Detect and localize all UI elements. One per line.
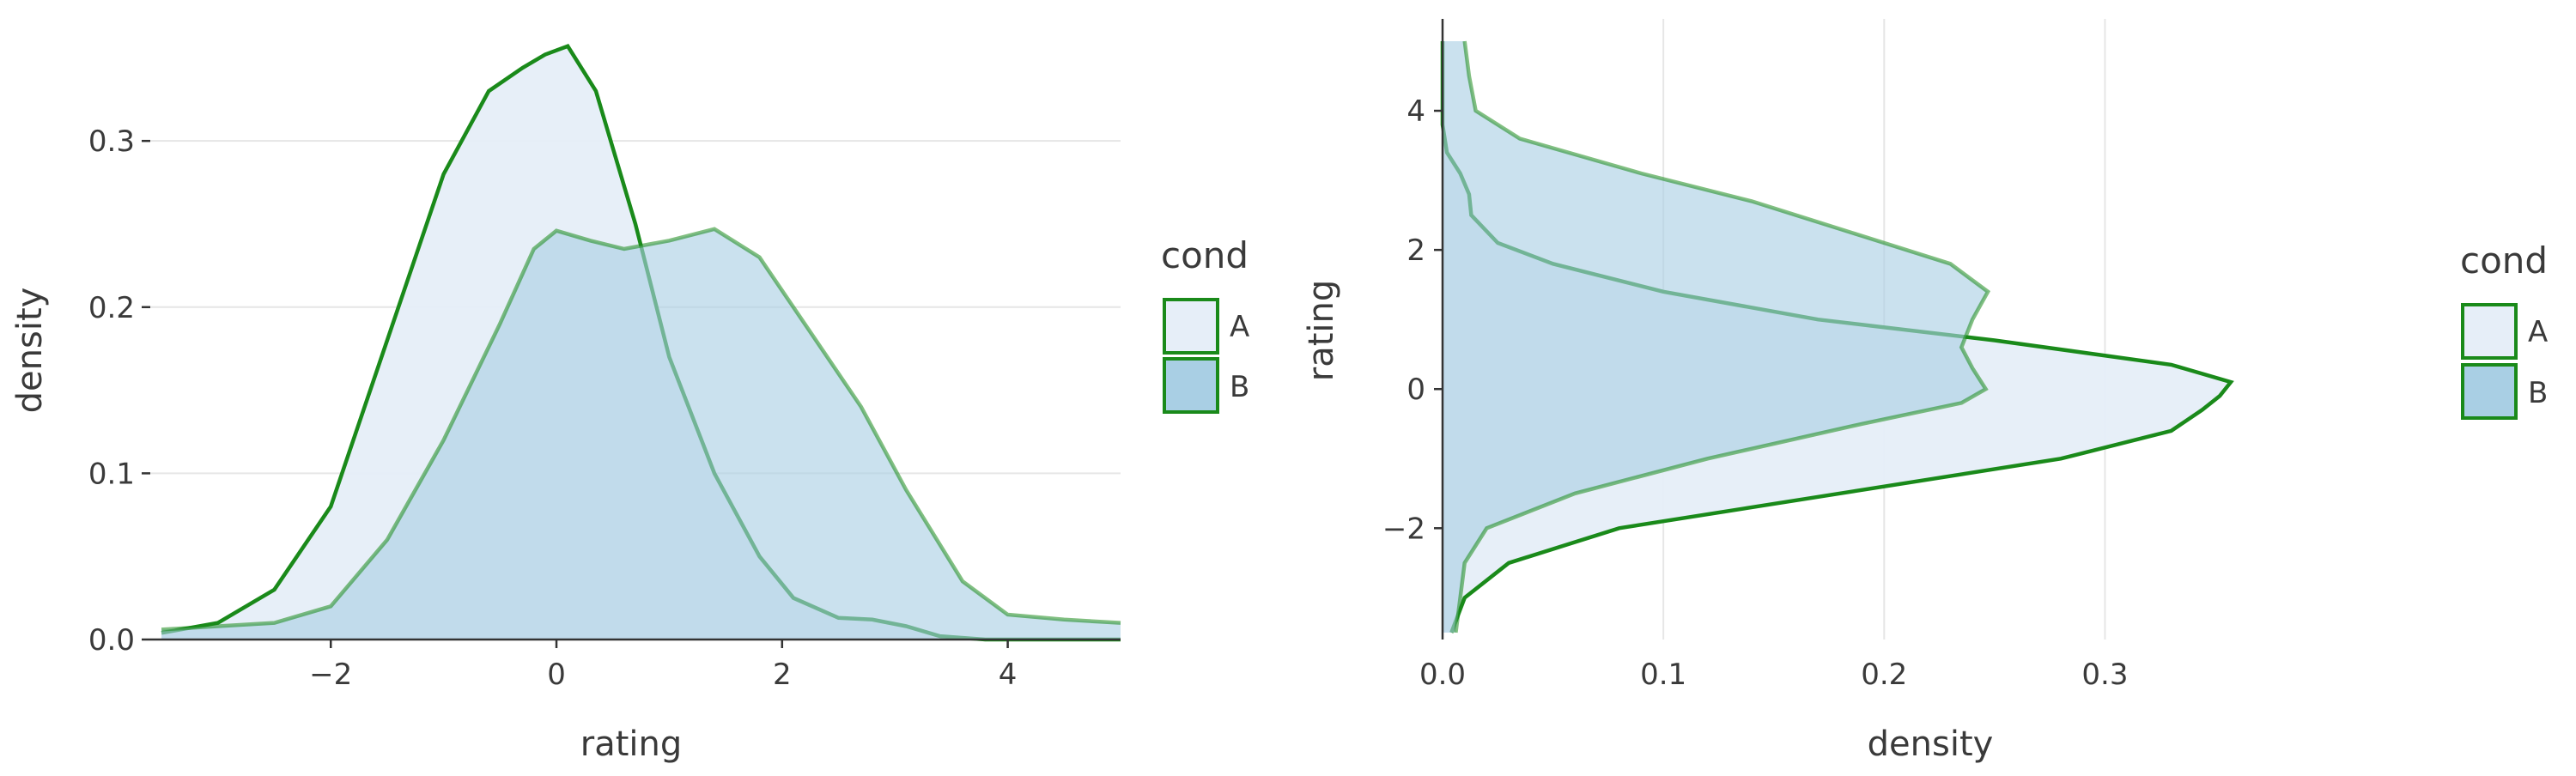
right-y-axis: −2 0 2 4 xyxy=(1382,19,1444,640)
right-line-b xyxy=(1454,40,1991,634)
left-legend: cond A B xyxy=(1161,234,1249,414)
left-legend-swatch-b xyxy=(1163,357,1219,414)
right-x-tick-label: 0.1 xyxy=(1640,658,1686,692)
left-area-b xyxy=(161,228,1121,640)
left-y-tick-label: 0.3 xyxy=(88,124,135,159)
right-legend: cond A B xyxy=(2460,239,2548,420)
left-legend-label-a: A xyxy=(1230,310,1249,344)
left-x-tick-label: 0 xyxy=(547,658,566,692)
right-legend-swatch-b xyxy=(2461,363,2518,420)
right-x-axis-title: density xyxy=(1868,724,1994,764)
right-y-tick-label: 0 xyxy=(1406,373,1425,407)
left-density-panel: −2 0 2 4 0.0 0.1 0.2 0.3 rating density cond A… xyxy=(10,44,1249,764)
left-y-axis-title: density xyxy=(10,288,50,414)
left-x-tick-label: 4 xyxy=(999,658,1018,692)
right-area-b xyxy=(1443,41,1989,633)
right-y-tick-label: −2 xyxy=(1382,512,1425,546)
left-y-tick-label: 0.0 xyxy=(88,623,135,658)
right-y-axis-title: rating xyxy=(1302,280,1341,382)
left-y-tick-label: 0.2 xyxy=(88,291,135,325)
right-x-tick-label: 0.3 xyxy=(2081,658,2128,692)
left-x-tick-label: −2 xyxy=(309,658,352,692)
left-x-axis: −2 0 2 4 xyxy=(150,638,1121,692)
right-areas xyxy=(1440,40,2234,634)
right-legend-label-b: B xyxy=(2528,376,2548,410)
right-x-axis: 0.0 0.1 0.2 0.3 xyxy=(1419,658,2129,692)
left-areas xyxy=(161,44,1121,642)
right-y-tick-label: 4 xyxy=(1406,94,1425,129)
left-x-tick-label: 2 xyxy=(773,658,792,692)
left-legend-title: cond xyxy=(1161,234,1249,276)
right-x-tick-label: 0.0 xyxy=(1419,658,1466,692)
left-legend-swatch-a xyxy=(1163,298,1219,355)
right-x-tick-label: 0.2 xyxy=(1861,658,1907,692)
left-line-b xyxy=(161,227,1121,632)
right-legend-label-a: A xyxy=(2528,315,2548,349)
left-y-tick-label: 0.1 xyxy=(88,457,135,491)
left-y-axis: 0.0 0.1 0.2 0.3 xyxy=(88,124,150,658)
left-legend-label-b: B xyxy=(1230,370,1249,404)
left-x-axis-title: rating xyxy=(580,724,683,764)
right-density-panel: 0.0 0.1 0.2 0.3 −2 0 2 4 density rating cond A… xyxy=(1302,19,2548,764)
right-legend-title: cond xyxy=(2460,239,2548,282)
right-legend-swatch-a xyxy=(2461,303,2518,360)
right-y-tick-label: 2 xyxy=(1406,233,1425,268)
